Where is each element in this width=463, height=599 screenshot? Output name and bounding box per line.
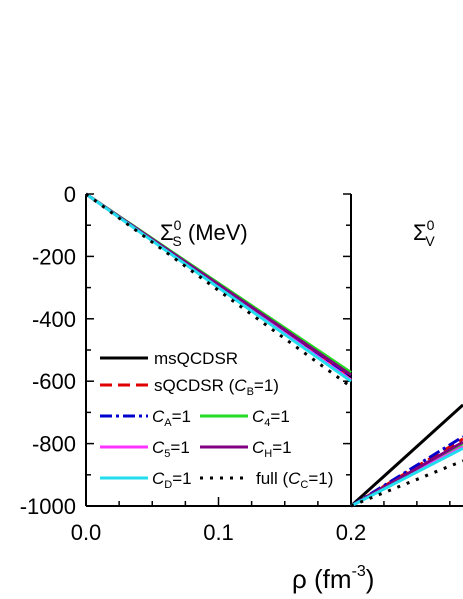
- legend-label-full: full (CC=1): [256, 469, 333, 491]
- left-series-6: [85, 192, 352, 383]
- y-tick-label: 0: [64, 182, 76, 207]
- legend: msQCDSR sQCDSR (CB=1) CA=1 C4=1 C5=1 CH=…: [100, 349, 333, 491]
- legend-label-sqcdsr: sQCDSR (CB=1): [154, 376, 279, 398]
- legend-label-ch: CH=1: [252, 438, 292, 460]
- legend-label-c4: C4=1: [252, 407, 290, 429]
- left-panel-title: Σ0 S (MeV): [160, 217, 248, 249]
- x-axis-label: ρ (fm-3): [292, 563, 374, 594]
- y-tick-label: -800: [32, 432, 76, 457]
- y-tick-label: -1000: [20, 494, 76, 519]
- left-panel-series: [85, 192, 352, 389]
- legend-label-ca: CA=1: [152, 407, 191, 429]
- legend-label-msqcdsr: msQCDSR: [154, 349, 238, 368]
- y-tick-label: -400: [32, 307, 76, 332]
- y-tick-label: -600: [32, 369, 76, 394]
- x-tick-label: 0.2: [336, 520, 367, 545]
- legend-label-cd: CD=1: [152, 469, 192, 491]
- right-series-6: [350, 446, 463, 508]
- right-panel-title: Σ0 V: [413, 217, 435, 249]
- x-tick-label: 0.1: [203, 520, 234, 545]
- legend-label-c5: C5=1: [152, 438, 190, 460]
- right-series-0: [349, 403, 463, 508]
- right-series-7: [350, 459, 463, 508]
- y-tick-label: -200: [32, 244, 76, 269]
- plot-frame: [85, 194, 463, 507]
- x-tick-label: 0.0: [71, 520, 102, 545]
- axis-ticks: [85, 193, 451, 507]
- right-series-2: [350, 435, 463, 508]
- right-panel-series: [349, 403, 463, 508]
